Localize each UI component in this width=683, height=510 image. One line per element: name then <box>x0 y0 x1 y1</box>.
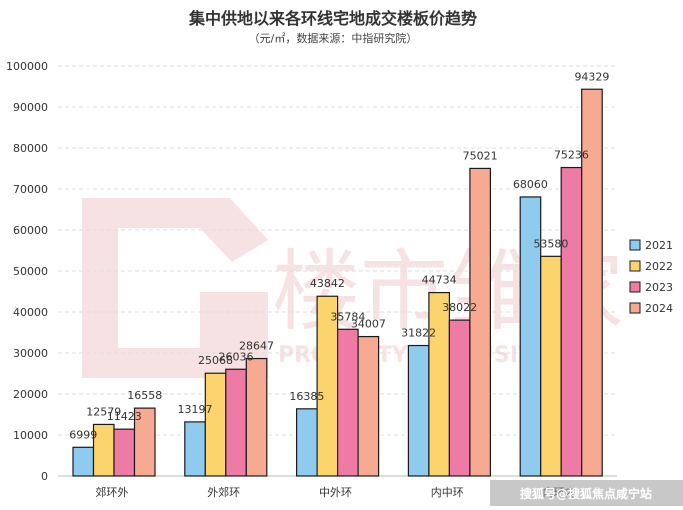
x-category-label: 郊环外 <box>95 486 128 499</box>
data-label: 94329 <box>574 70 609 83</box>
legend-entry: 2023 <box>645 281 673 294</box>
y-tick-label: 70000 <box>13 183 48 196</box>
data-label: 31822 <box>401 327 436 340</box>
x-category-label: 中外环 <box>319 486 352 499</box>
bar-2022-1 <box>204 372 227 477</box>
bar-2022-3 <box>428 291 450 477</box>
y-tick-label: 50000 <box>13 265 48 278</box>
y-tick-label: 90000 <box>13 101 48 114</box>
bar-2023-0 <box>113 428 136 477</box>
data-label: 53580 <box>533 237 568 250</box>
y-tick-label: 20000 <box>13 388 48 401</box>
bars <box>72 88 603 477</box>
bar-2024-3 <box>469 167 491 477</box>
data-label: 34007 <box>351 318 386 331</box>
bar-2024-0 <box>133 407 156 477</box>
data-label: 38022 <box>442 301 477 314</box>
bar-2024-4 <box>581 88 603 477</box>
y-axis-ticks: 0 10000 20000 30000 40000 50000 60000 70000 8000… <box>6 60 48 483</box>
bar-2021-0 <box>72 446 95 477</box>
bar-2021-3 <box>407 344 430 477</box>
chart-subtitle: （元/㎡，数据来源：中指研究院） <box>249 31 418 45</box>
y-tick-label: 30000 <box>13 347 48 360</box>
bar-2021-1 <box>184 421 206 477</box>
legend-swatch-2021 <box>629 239 641 251</box>
bar-2024-2 <box>357 335 380 477</box>
data-label: 25068 <box>198 354 233 367</box>
y-tick-label: 80000 <box>13 142 48 155</box>
y-tick-label: 0 <box>41 470 48 483</box>
data-label: 12579 <box>86 405 121 418</box>
data-label: 6999 <box>69 428 97 441</box>
data-label: 43842 <box>310 277 345 290</box>
chart-title: 集中供地以来各环线宅地成交楼板价趋势 <box>188 9 477 28</box>
data-label: 44734 <box>422 274 457 287</box>
y-tick-label: 60000 <box>13 224 48 237</box>
legend-swatch-2023 <box>629 281 641 293</box>
data-label: 11423 <box>107 410 142 423</box>
data-label: 28647 <box>239 340 274 353</box>
footer-watermark: 搜狐号@搜狐焦点咸宁站 <box>490 480 683 506</box>
data-label: 16558 <box>127 389 162 402</box>
data-label: 26036 <box>219 350 254 363</box>
legend: 2021 2022 2023 2024 <box>629 239 673 315</box>
legend-swatch-2022 <box>629 260 641 272</box>
data-label: 35784 <box>330 310 365 323</box>
bar-2022-4 <box>540 255 562 477</box>
bar-2023-4 <box>560 166 583 477</box>
legend-entry: 2021 <box>645 239 673 252</box>
bar-2023-1 <box>225 368 247 477</box>
data-label: 75236 <box>554 149 589 162</box>
y-tick-label: 10000 <box>13 429 48 442</box>
x-category-label: 外郊环 <box>207 486 240 499</box>
data-label: 75021 <box>463 149 498 162</box>
x-category-label: 内中环 <box>431 485 464 499</box>
legend-entry: 2022 <box>645 260 673 273</box>
y-tick-label: 40000 <box>13 306 48 319</box>
y-tick-label: 100000 <box>6 60 48 73</box>
legend-entry: 2024 <box>645 302 673 315</box>
bar-2021-2 <box>296 408 318 477</box>
footer-watermark-text: 搜狐号@搜狐焦点咸宁站 <box>520 486 652 501</box>
bar-2023-2 <box>337 328 359 477</box>
bar-2024-1 <box>245 357 268 477</box>
data-label: 68060 <box>513 178 548 191</box>
data-label: 13197 <box>178 403 213 416</box>
bar-2023-3 <box>448 319 471 477</box>
data-label: 16385 <box>289 390 324 403</box>
legend-swatch-2024 <box>629 302 641 314</box>
